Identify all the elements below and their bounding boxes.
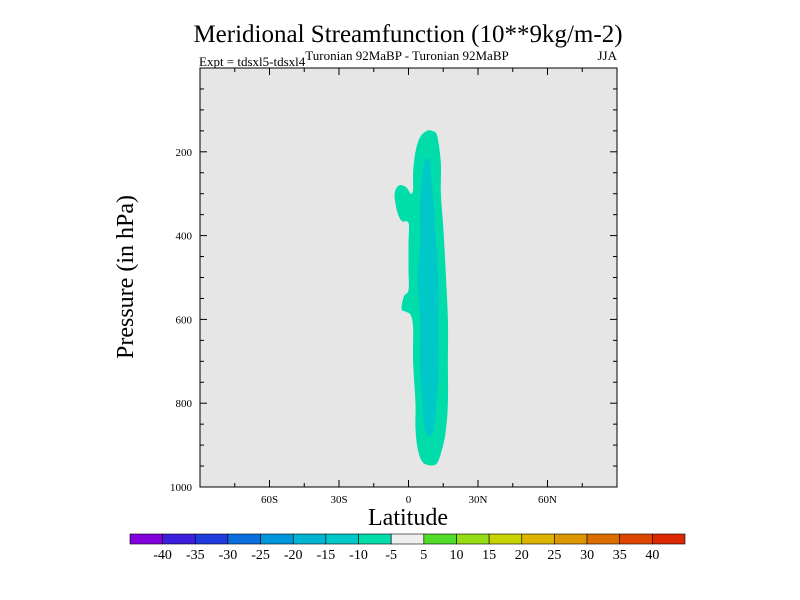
y-tick-label: 1000 bbox=[170, 482, 193, 494]
colorbar-label: 25 bbox=[547, 548, 561, 563]
y-tick-label: 800 bbox=[176, 398, 193, 410]
colorbar-box bbox=[423, 533, 457, 545]
colorbar-box bbox=[194, 533, 229, 545]
colorbar-label: -15 bbox=[317, 548, 336, 563]
colorbar-box bbox=[358, 533, 392, 545]
colorbar-label: -5 bbox=[385, 548, 397, 563]
colorbar-box bbox=[390, 533, 425, 545]
colorbar-box bbox=[227, 533, 261, 545]
colorbar-label: 5 bbox=[420, 548, 427, 563]
colorbar-label: -10 bbox=[349, 548, 368, 563]
y-tick-label: 600 bbox=[176, 314, 193, 326]
chart-subtitle-left: Expt = tdsxl5-tdsxl4 bbox=[199, 54, 306, 69]
colorbar-box bbox=[325, 533, 359, 545]
colorbar-box bbox=[521, 533, 555, 545]
y-axis-label: Pressure (in hPa) bbox=[113, 195, 139, 359]
colorbar-box bbox=[554, 533, 588, 545]
colorbar-label: 30 bbox=[580, 548, 594, 563]
x-tick-label: 0 bbox=[406, 494, 412, 506]
chart-subtitle-center: Turonian 92MaBP - Turonian 92MaBP bbox=[305, 48, 508, 63]
colorbar-box bbox=[260, 533, 294, 545]
colorbar-box bbox=[619, 533, 653, 545]
colorbar-box bbox=[456, 533, 490, 545]
x-tick-label: 30S bbox=[330, 494, 347, 506]
colorbar-label: 35 bbox=[613, 548, 627, 563]
colorbar-label: -40 bbox=[153, 548, 172, 563]
colorbar-box bbox=[162, 533, 196, 545]
x-tick-label: 30N bbox=[469, 494, 488, 506]
x-axis-label: Latitude bbox=[368, 505, 448, 531]
y-tick-label: 200 bbox=[176, 147, 193, 159]
colorbar-label: 15 bbox=[482, 548, 496, 563]
colorbar-box bbox=[586, 533, 621, 545]
colorbar-label: 10 bbox=[450, 548, 464, 563]
colorbar-box bbox=[488, 533, 523, 545]
colorbar-box bbox=[129, 533, 163, 545]
colorbar: -40 -35 -30 -25 -20 -15 -10 -5 5 10 15 20 25 30 35 40 bbox=[129, 533, 686, 563]
colorbar-label: -30 bbox=[219, 548, 238, 563]
chart-title: Meridional Streamfunction (10**9kg/m-2) bbox=[193, 21, 622, 48]
inner-contour-minus15-to-minus10 bbox=[417, 158, 439, 437]
colorbar-box bbox=[652, 533, 686, 545]
y-tick-label: 400 bbox=[176, 231, 193, 243]
contour-layer bbox=[394, 130, 449, 466]
plot-area bbox=[200, 68, 617, 487]
colorbar-label: -20 bbox=[284, 548, 303, 563]
axis-ticks: 60S 30S 0 30N 60N 200 400 600 800 1000 bbox=[170, 68, 617, 506]
colorbar-label: 20 bbox=[515, 548, 529, 563]
x-tick-label: 60S bbox=[261, 494, 278, 506]
colorbar-label: -35 bbox=[186, 548, 205, 563]
x-tick-label: 60N bbox=[538, 494, 557, 506]
chart-subtitle-right: JJA bbox=[597, 48, 617, 63]
colorbar-box bbox=[292, 533, 327, 545]
colorbar-label: 40 bbox=[645, 548, 659, 563]
colorbar-label: -25 bbox=[251, 548, 270, 563]
